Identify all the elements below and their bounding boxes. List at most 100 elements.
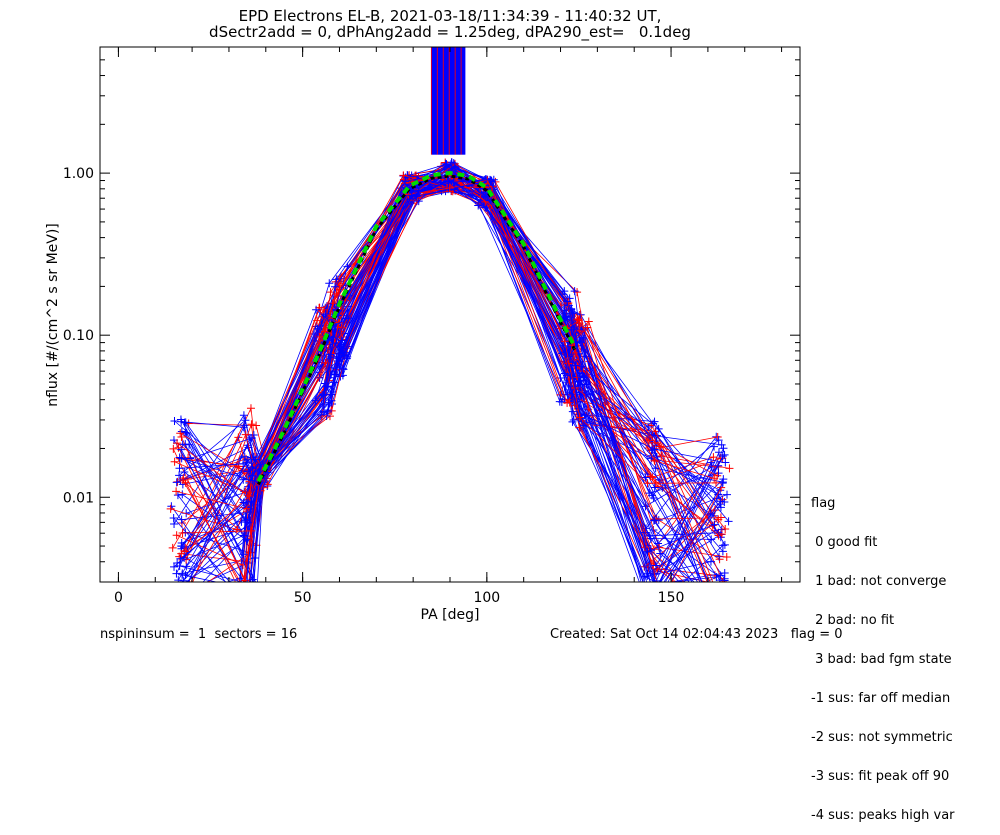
data-point <box>654 539 663 548</box>
data-point <box>336 355 345 364</box>
data-point <box>250 586 258 594</box>
data-point <box>651 438 660 447</box>
spectrum-line <box>177 167 714 483</box>
data-point <box>248 593 256 601</box>
data-point <box>715 619 723 627</box>
data-point <box>414 186 423 195</box>
data-point <box>337 323 346 332</box>
data-point <box>337 348 346 357</box>
data-point <box>569 415 578 424</box>
data-point <box>241 576 250 582</box>
data-point <box>245 585 253 593</box>
data-point <box>584 317 593 326</box>
data-point <box>721 458 730 467</box>
legend-item: -4 sus: peaks high var <box>811 808 955 823</box>
legend-item: 2 bad: no fit <box>811 613 895 628</box>
data-point <box>713 594 721 602</box>
spectrum-line <box>176 175 715 496</box>
data-point <box>710 607 718 615</box>
data-point <box>177 595 185 603</box>
chart-subtitle: dSectr2add = 0, dPhAng2add = 1.25deg, dP… <box>209 23 691 41</box>
data-point <box>256 460 265 469</box>
data-point <box>568 407 577 416</box>
data-point <box>232 525 241 534</box>
data-point <box>650 516 659 525</box>
data-point <box>172 531 181 540</box>
data-point <box>644 436 653 445</box>
data-point <box>236 590 244 598</box>
data-point <box>330 282 339 291</box>
data-point <box>578 333 587 342</box>
legend-title: flag <box>811 496 836 511</box>
data-point <box>173 491 182 500</box>
data-point <box>319 400 328 409</box>
data-point <box>578 362 587 371</box>
data-point <box>175 471 184 480</box>
data-point <box>716 513 725 522</box>
data-point <box>709 453 718 462</box>
data-point <box>401 177 410 186</box>
data-point <box>334 318 343 327</box>
data-point <box>645 531 654 540</box>
data-point <box>715 576 724 582</box>
data-point <box>570 287 579 296</box>
data-point <box>568 417 577 426</box>
data-point <box>178 476 187 485</box>
data-point <box>444 177 453 186</box>
data-point <box>720 498 729 507</box>
data-point <box>723 490 732 499</box>
chart-title: EPD Electrons EL-B, 2021-03-18/11:34:39 … <box>238 7 662 25</box>
fit-curve-black <box>257 174 577 486</box>
data-point <box>713 600 721 608</box>
y-tick-label: 0.01 <box>63 490 94 506</box>
data-point <box>575 413 584 422</box>
data-point <box>176 582 184 590</box>
x-axis-label: PA [deg] <box>421 607 480 623</box>
x-tick-label: 50 <box>294 590 312 606</box>
data-point <box>337 336 346 345</box>
data-point <box>239 498 248 507</box>
data-point <box>708 589 716 597</box>
data-point <box>725 583 733 591</box>
data-point <box>644 590 652 598</box>
legend-item: -1 sus: far off median <box>811 691 951 706</box>
data-point <box>721 524 730 533</box>
data-point <box>720 450 729 459</box>
data-point <box>313 316 322 325</box>
peak-spikes <box>430 47 466 155</box>
data-point <box>167 593 175 601</box>
data-point <box>324 406 333 415</box>
data-point <box>574 316 583 325</box>
data-point <box>172 487 181 496</box>
data-point <box>245 518 254 527</box>
data-point <box>172 478 181 487</box>
data-point <box>177 445 186 454</box>
data-point <box>445 184 454 193</box>
data-point <box>343 262 352 271</box>
data-point <box>652 431 661 440</box>
data-point <box>239 595 247 603</box>
data-point <box>643 479 652 488</box>
data-point <box>649 604 657 612</box>
data-point <box>247 497 256 506</box>
y-axis-label: nflux [#/(cm^2 s sr MeV)] <box>45 223 61 407</box>
data-point <box>243 491 252 500</box>
x-tick-label: 100 <box>473 590 500 606</box>
data-point <box>321 310 330 319</box>
data-point <box>179 605 187 613</box>
data-point <box>414 197 423 206</box>
spectrum-line <box>181 171 723 574</box>
data-point <box>252 421 261 430</box>
data-point <box>174 576 183 582</box>
data-point <box>707 535 716 544</box>
data-point <box>172 603 180 611</box>
data-point <box>716 571 725 580</box>
data-point <box>712 478 721 487</box>
data-point <box>240 421 249 430</box>
data-point <box>563 297 572 306</box>
y-tick-label: 0.10 <box>63 328 94 344</box>
data-point <box>177 598 185 606</box>
spectrum-line <box>185 167 725 580</box>
data-point <box>324 398 333 407</box>
data-point <box>718 618 726 626</box>
